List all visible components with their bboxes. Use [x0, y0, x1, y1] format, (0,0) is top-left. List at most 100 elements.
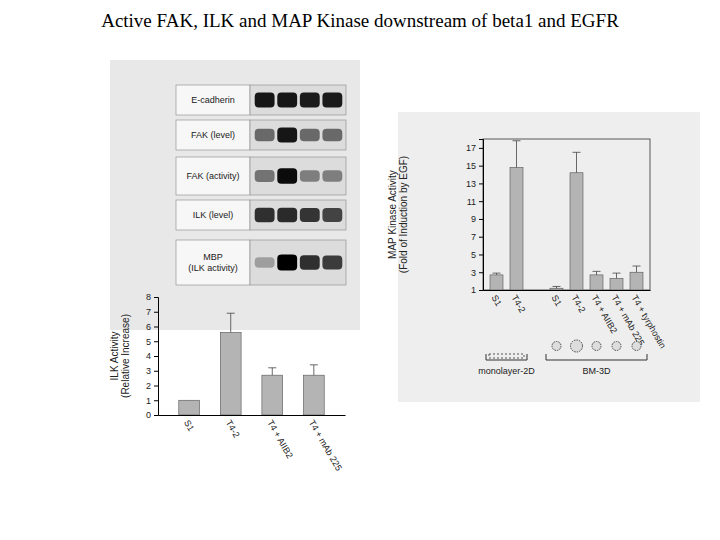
bar-chart: 1357911131517S1T4-2S1T4-2T4 + AIIB2T4 + …	[466, 139, 668, 350]
blot-strip	[250, 85, 346, 115]
y-tick-label: 3	[146, 366, 151, 376]
blot-band	[300, 92, 320, 107]
x-axis: S1 T4-2 T4 + AIIB2 T4 + mAb 225	[159, 415, 346, 473]
x-tick: T4-2	[224, 415, 242, 439]
y-tick: 11	[467, 197, 483, 207]
blot-label-line: ILK (level)	[193, 210, 234, 220]
blot-band	[322, 208, 342, 222]
blot-band	[277, 127, 297, 142]
y-tick: 4	[146, 351, 158, 361]
x-tick-label: T4-2	[509, 293, 527, 314]
y-tick: 1	[471, 285, 483, 295]
y-tick-mark	[154, 371, 158, 372]
blot-band	[322, 92, 342, 107]
error-bar-stem	[272, 368, 273, 375]
error-bar-cap	[268, 367, 276, 368]
bar-chart: 0 1 2 3 4 5 6 7 8 S1 T4-2 T4 + AIIB2 T4 + mAb 225	[146, 292, 346, 472]
blot-band	[322, 256, 342, 270]
blot-band	[277, 92, 297, 107]
y-tick: 5	[146, 337, 158, 347]
group-bracket	[486, 354, 527, 360]
y-tick-mark	[154, 386, 158, 387]
y-tick-label: 6	[146, 322, 151, 332]
left-panel-bg	[110, 60, 360, 330]
group-bracket	[546, 354, 647, 360]
y-tick: 3	[146, 366, 158, 376]
x-tick-label: T4-2	[569, 293, 587, 314]
y-tick-label: 7	[146, 307, 151, 317]
blot-band	[255, 257, 275, 267]
y-tick: 6	[146, 322, 158, 332]
error-bar-stem	[596, 271, 597, 275]
bar	[550, 288, 563, 290]
bar	[303, 375, 324, 415]
bar	[220, 332, 241, 415]
y-axis-title-line: ILK Activity	[109, 332, 120, 381]
bar	[590, 275, 603, 290]
y-tick: 0	[146, 410, 158, 420]
error-bar	[553, 286, 561, 288]
y-axis-line	[154, 298, 159, 416]
x-tick: T4 + tyrphostin	[629, 290, 668, 350]
blot-label-line: FAK (level)	[191, 130, 235, 140]
y-tick: 2	[146, 381, 158, 391]
blot-label-box	[176, 200, 250, 230]
blot-strip	[250, 200, 346, 230]
y-tick-mark	[479, 219, 483, 220]
bar	[490, 275, 503, 290]
error-bar-stem	[616, 273, 617, 278]
y-tick-label: 1	[471, 285, 476, 295]
y-tick: 1	[146, 396, 158, 406]
blot-band	[322, 129, 342, 141]
y-tick-label: 8	[146, 292, 151, 302]
blot-label-line: MBP	[203, 252, 223, 262]
y-tick-label: 0	[146, 410, 151, 420]
acinus-icon	[592, 342, 601, 351]
y-tick-label: 3	[471, 268, 476, 278]
y-tick-label: 1	[146, 396, 151, 406]
x-tick: T4 + AIIB2	[265, 415, 295, 460]
blot-band	[277, 208, 297, 223]
y-tick-mark	[479, 290, 483, 291]
monolayer-icon	[489, 354, 524, 358]
blot-label-line: (ILK activity)	[188, 263, 238, 273]
y-axis-title-line: (Relative Increase)	[120, 314, 131, 398]
plot-frame	[483, 139, 650, 290]
y-tick-mark	[154, 400, 158, 401]
y-tick-mark	[154, 312, 158, 313]
group-label: monolayer-2D	[478, 366, 535, 376]
y-tick-mark	[154, 341, 158, 342]
group-label: BM-3D	[582, 366, 611, 376]
y-axis-title-line: MAP Kinase Activity	[387, 170, 398, 259]
blot-label: E-cadherin	[191, 95, 235, 105]
y-axis-title: ILK Activity(Relative Increase)	[109, 314, 131, 398]
error-bar	[613, 273, 621, 278]
y-tick: 17	[466, 143, 483, 153]
blot-band	[300, 170, 320, 182]
error-bar	[493, 273, 501, 275]
error-bar-cap	[593, 271, 601, 272]
x-tick-label: S1	[182, 418, 196, 433]
x-tick-label: S1	[489, 293, 503, 308]
acinus-icon	[571, 340, 583, 352]
blot-label-box	[176, 85, 250, 115]
bar	[179, 400, 200, 415]
error-bar-cap	[573, 152, 581, 153]
y-tick-label: 5	[146, 337, 151, 347]
x-tick-label: S1	[549, 293, 563, 308]
y-tick-label: 9	[471, 214, 476, 224]
error-bar-cap	[553, 286, 561, 287]
blot-label-line: E-cadherin	[191, 95, 235, 105]
blot-band	[277, 255, 297, 271]
x-tick: S1	[549, 290, 563, 308]
blot-band	[255, 92, 275, 107]
blot-label: FAK (level)	[191, 130, 235, 140]
x-tick: S1	[489, 290, 503, 308]
x-tick-label: T4-2	[224, 418, 242, 439]
x-tick: T4 + mAb 225	[307, 415, 344, 473]
error-bar-stem	[516, 141, 517, 168]
y-tick: 7	[146, 307, 158, 317]
blot-band	[300, 255, 320, 269]
slide-title: Active FAK, ILK and MAP Kinase downstrea…	[101, 10, 619, 31]
y-axis-line	[479, 140, 484, 291]
